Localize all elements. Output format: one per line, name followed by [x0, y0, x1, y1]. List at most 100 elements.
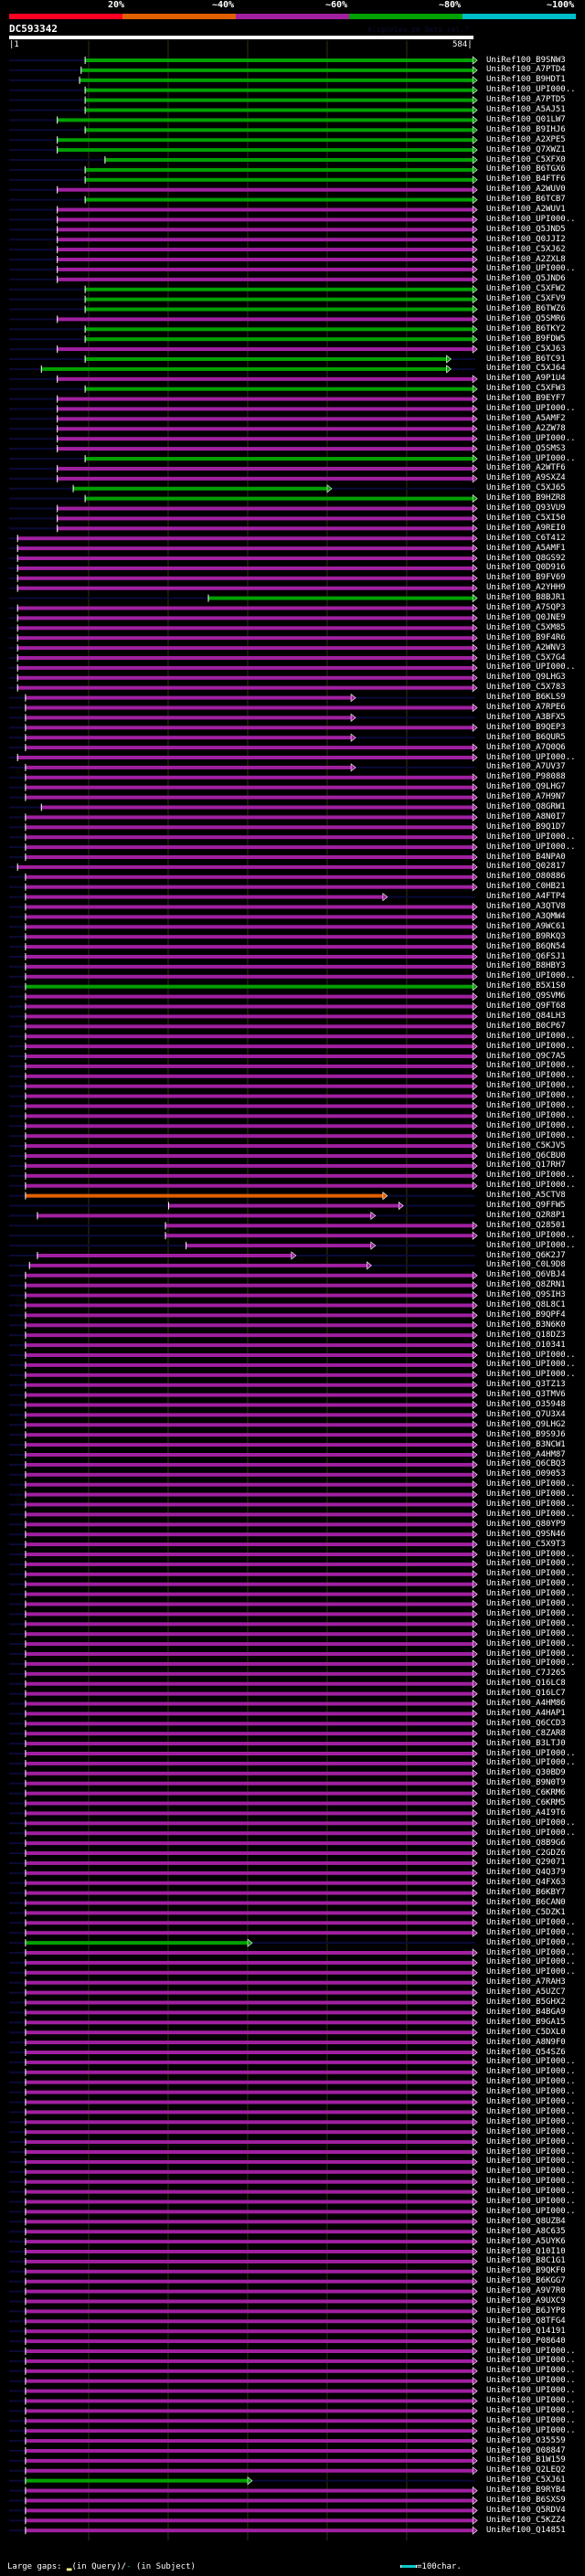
hit-label[interactable]: UniRef100_Q84LH3: [486, 1011, 566, 1021]
hit-track[interactable]: [9, 1330, 478, 1340]
hit-track[interactable]: [9, 1510, 478, 1520]
hit-label[interactable]: UniRef100_Q9SIH3: [486, 1290, 566, 1300]
hit-track[interactable]: [9, 1680, 478, 1689]
hit-label[interactable]: UniRef100_Q8GRW1: [486, 802, 566, 811]
hit-track[interactable]: [9, 95, 478, 105]
hit-track[interactable]: [9, 2217, 478, 2226]
hit-label[interactable]: UniRef100_Q9SN46: [486, 1529, 566, 1539]
hit-track[interactable]: [9, 1390, 478, 1400]
hit-label[interactable]: UniRef100_C8ZAR8: [486, 1728, 566, 1738]
hit-track[interactable]: [9, 822, 478, 832]
hit-track[interactable]: [9, 763, 475, 772]
hit-track[interactable]: [9, 2327, 478, 2336]
hit-track[interactable]: [9, 703, 478, 713]
hit-label[interactable]: UniRef100_UPI000..: [486, 1489, 576, 1500]
hit-label[interactable]: UniRef100_A4HM86: [486, 1699, 566, 1708]
hit-track[interactable]: [9, 812, 478, 822]
hit-label[interactable]: UniRef100_UPI000..: [486, 2057, 576, 2067]
hit-track[interactable]: [9, 2178, 478, 2187]
hit-track[interactable]: [9, 1121, 478, 1130]
hit-track[interactable]: [9, 1381, 478, 1390]
hit-track[interactable]: [9, 2306, 478, 2316]
hit-label[interactable]: UniRef100_UPI000..: [486, 1041, 576, 1051]
hit-label[interactable]: UniRef100_B3LTJ0: [486, 1738, 566, 1748]
hit-label[interactable]: UniRef100_B9RKQ3: [486, 931, 566, 941]
hit-label[interactable]: UniRef100_A5UZC7: [486, 1988, 566, 1998]
hit-label[interactable]: UniRef100_B9IHJ6: [486, 124, 566, 134]
hit-track[interactable]: [9, 1599, 478, 1609]
hit-label[interactable]: UniRef100_B9QKF0: [486, 2266, 566, 2276]
hit-label[interactable]: UniRef100_A5UYK6: [486, 2236, 566, 2246]
hit-label[interactable]: UniRef100_O09053: [486, 1469, 566, 1479]
hit-label[interactable]: UniRef100_UPI000..: [486, 214, 576, 224]
hit-track[interactable]: [9, 792, 478, 802]
hit-label[interactable]: UniRef100_UPI000..: [486, 2136, 576, 2147]
hit-track[interactable]: [9, 105, 478, 115]
hit-track[interactable]: [9, 2227, 478, 2236]
hit-label[interactable]: UniRef100_UPI000..: [486, 2106, 576, 2116]
hit-label[interactable]: UniRef100_C5X7G4: [486, 652, 566, 663]
hit-label[interactable]: UniRef100_UPI000..: [486, 1917, 576, 1927]
hit-label[interactable]: UniRef100_A2ZXL8: [486, 254, 566, 264]
hit-label[interactable]: UniRef100_B6QN54: [486, 941, 566, 951]
hit-track[interactable]: [9, 733, 475, 742]
hit-track[interactable]: [9, 1191, 475, 1201]
hit-track[interactable]: [9, 1759, 478, 1768]
hit-track[interactable]: [9, 404, 478, 414]
hit-track[interactable]: [9, 1032, 478, 1041]
hit-track[interactable]: [9, 1201, 475, 1211]
hit-track[interactable]: [9, 1570, 478, 1579]
hit-track[interactable]: [9, 1290, 478, 1300]
hit-label[interactable]: UniRef100_A9WC61: [486, 921, 566, 931]
hit-label[interactable]: UniRef100_A5AMF2: [486, 413, 566, 423]
hit-track[interactable]: [9, 1131, 478, 1140]
hit-track[interactable]: [9, 1988, 478, 1998]
hit-track[interactable]: [9, 832, 478, 842]
hit-label[interactable]: UniRef100_O35559: [486, 2435, 566, 2445]
hit-label[interactable]: UniRef100_Q9SVM6: [486, 991, 566, 1002]
hit-track[interactable]: [9, 1938, 475, 1947]
hit-track[interactable]: [9, 424, 478, 433]
hit-label[interactable]: UniRef100_Q9LHG3: [486, 673, 566, 683]
hit-track[interactable]: [9, 464, 478, 473]
hit-label[interactable]: UniRef100_B9HDT1: [486, 75, 566, 85]
hit-track[interactable]: [9, 345, 478, 354]
hit-label[interactable]: UniRef100_UPI000..: [486, 1509, 576, 1519]
hit-label[interactable]: UniRef100_Q16LC8: [486, 1679, 566, 1689]
hit-track[interactable]: [9, 1888, 478, 1898]
hit-track[interactable]: [9, 693, 475, 703]
hit-track[interactable]: [9, 1879, 478, 1888]
hit-label[interactable]: UniRef100_UPI000..: [486, 1937, 576, 1947]
hit-track[interactable]: [9, 334, 478, 344]
hit-label[interactable]: UniRef100_A3BFX5: [486, 712, 566, 722]
hit-track[interactable]: [9, 2168, 478, 2177]
hit-label[interactable]: UniRef100_Q6CCD3: [486, 1718, 566, 1728]
hit-label[interactable]: UniRef100_B6TCB7: [486, 195, 566, 205]
hit-track[interactable]: [9, 922, 478, 931]
hit-track[interactable]: [9, 1859, 478, 1868]
hit-track[interactable]: [9, 1470, 478, 1479]
hit-track[interactable]: [9, 952, 478, 961]
hit-label[interactable]: UniRef100_A2XPE5: [486, 134, 566, 144]
hit-label[interactable]: UniRef100_UPI000..: [486, 1638, 576, 1648]
hit-label[interactable]: UniRef100_B5X1S0: [486, 981, 566, 991]
hit-track[interactable]: [9, 394, 478, 404]
hit-track[interactable]: [9, 2416, 478, 2425]
hit-track[interactable]: [9, 2277, 478, 2286]
hit-label[interactable]: UniRef100_A9SXZ4: [486, 473, 566, 483]
hit-label[interactable]: UniRef100_C5XM85: [486, 622, 566, 632]
hit-label[interactable]: UniRef100_C5XJ63: [486, 344, 566, 354]
hit-track[interactable]: [9, 245, 478, 254]
hit-label[interactable]: UniRef100_UPI000..: [486, 1818, 576, 1828]
hit-label[interactable]: UniRef100_UPI000..: [486, 971, 576, 981]
hit-label[interactable]: UniRef100_A7UV37: [486, 762, 566, 772]
hit-label[interactable]: UniRef100_UPI000..: [486, 1579, 576, 1589]
hit-label[interactable]: UniRef100_A4I9T6: [486, 1807, 566, 1818]
hit-track[interactable]: [9, 2367, 478, 2376]
hit-label[interactable]: UniRef100_Q10I10: [486, 2246, 566, 2256]
hit-track[interactable]: [9, 2316, 478, 2326]
hit-label[interactable]: UniRef100_B4NPA0: [486, 852, 566, 862]
hit-track[interactable]: [9, 863, 478, 872]
hit-label[interactable]: UniRef100_Q16LC7: [486, 1689, 566, 1699]
hit-track[interactable]: [9, 2028, 478, 2037]
